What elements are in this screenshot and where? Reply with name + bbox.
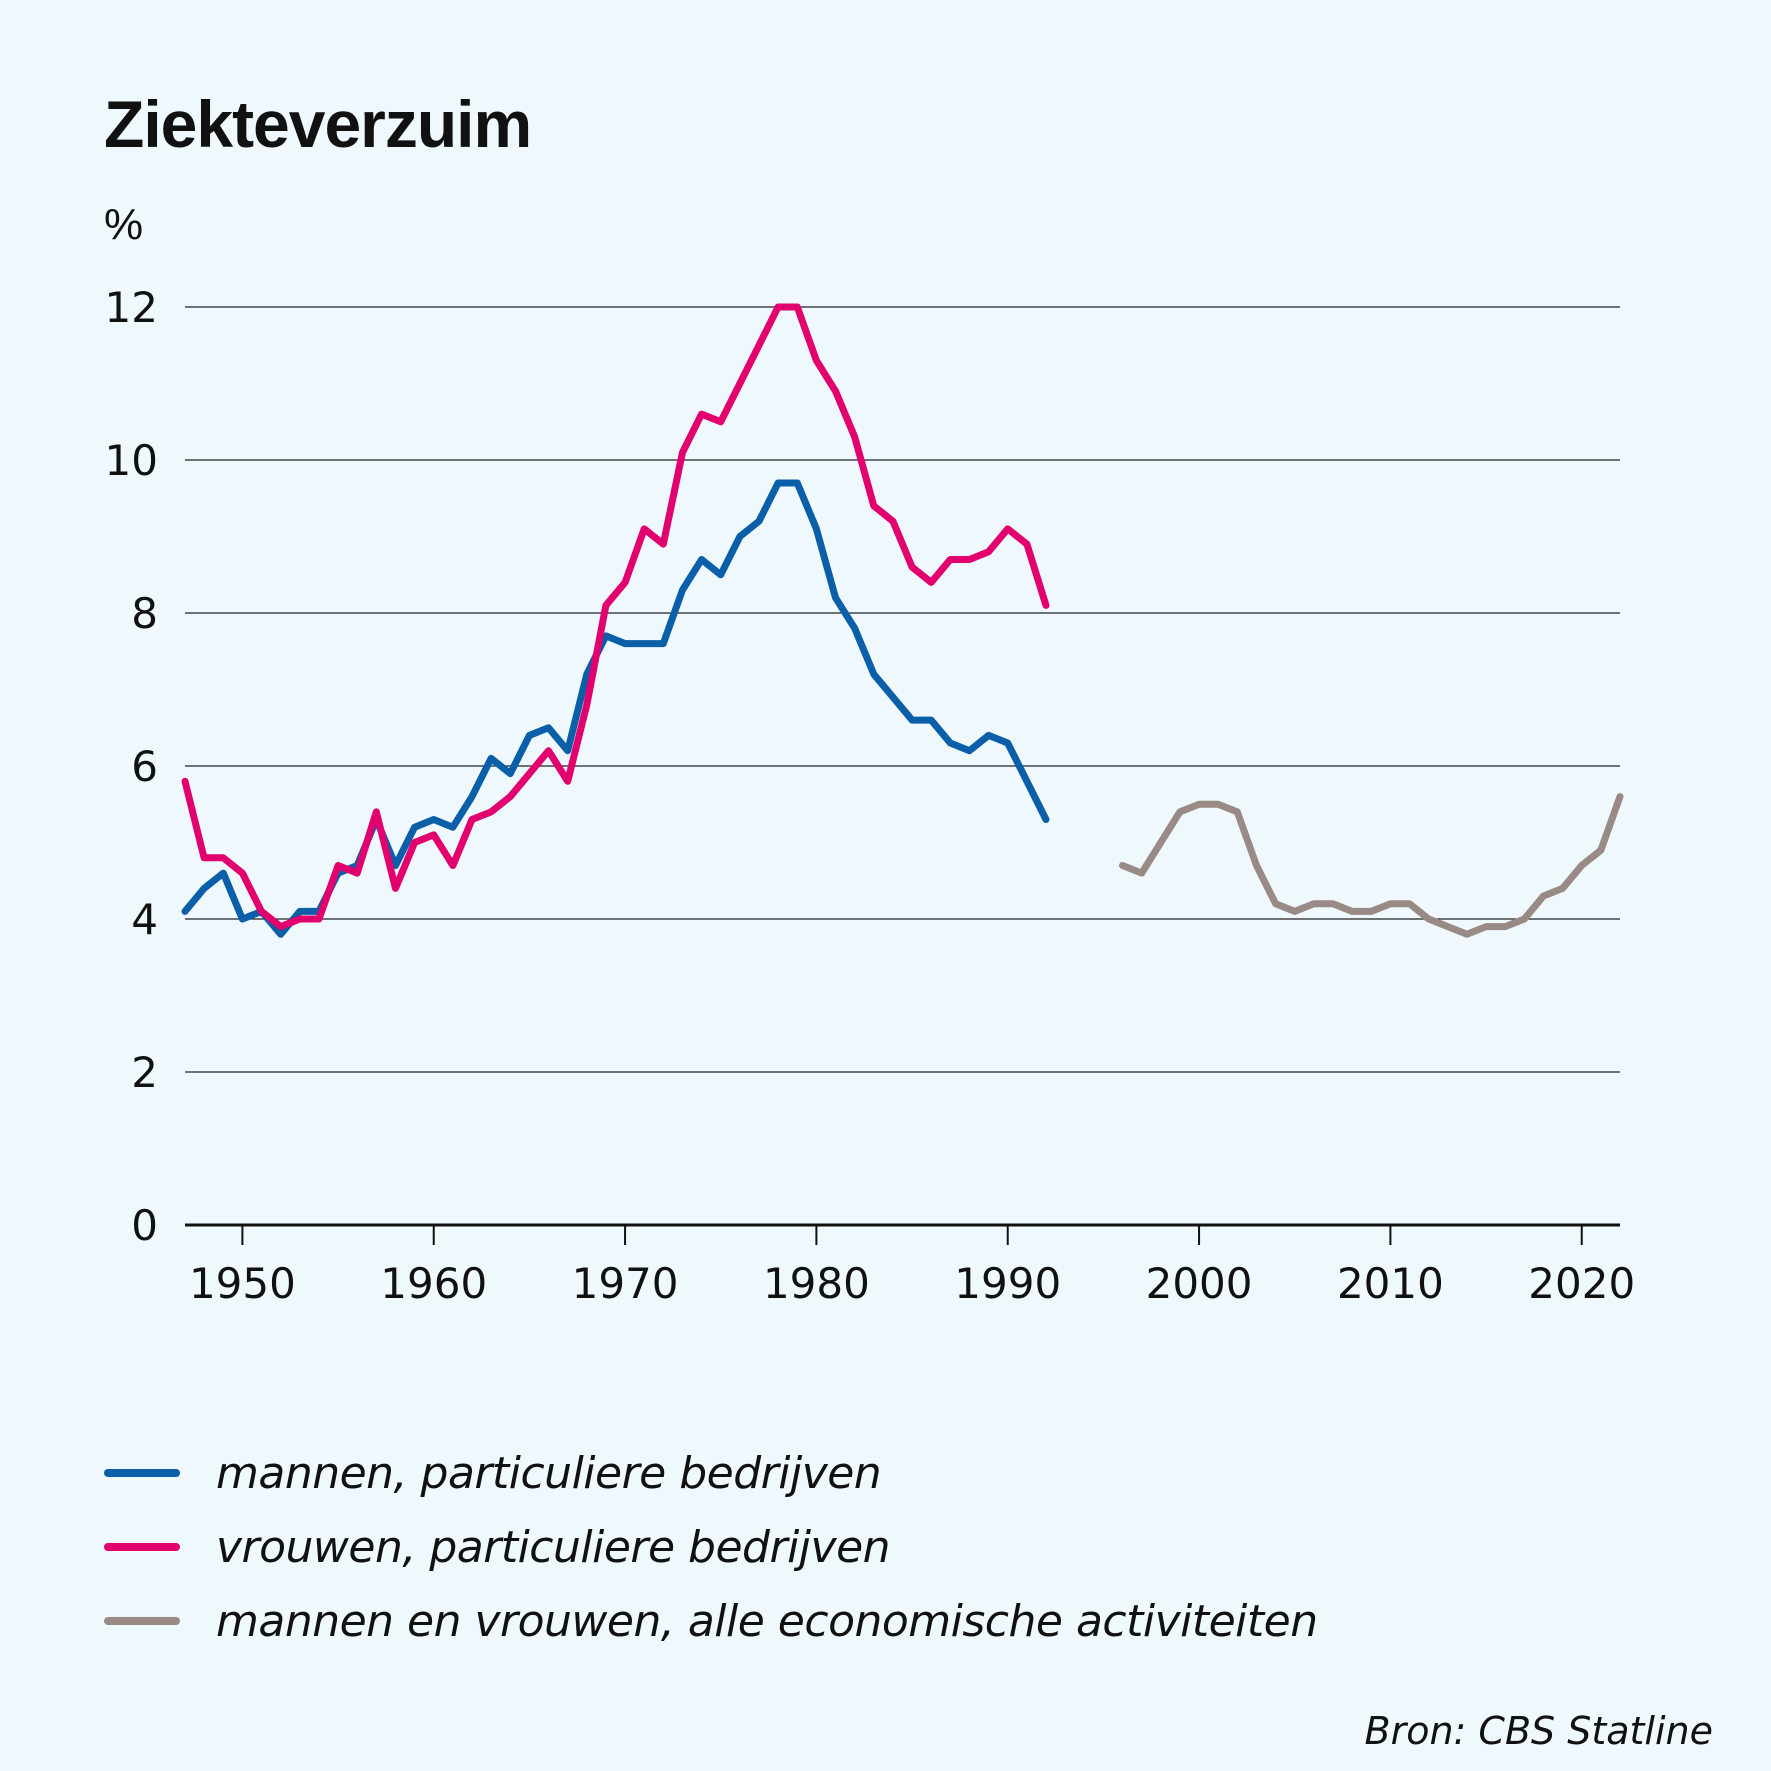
legend-swatch-men (104, 1469, 180, 1477)
x-tick-label: 1960 (380, 1259, 487, 1308)
source-note: Bron: CBS Statline (1364, 1709, 1714, 1753)
y-tick-label: 0 (131, 1201, 158, 1250)
legend-label-women: vrouwen, particuliere bedrijven (216, 1521, 891, 1573)
y-tick-label: 6 (131, 742, 158, 791)
series-line-women (181, 303, 1050, 931)
series-line-men (181, 479, 1050, 938)
legend-swatch-all (104, 1617, 180, 1625)
y-tick-label: 4 (131, 895, 158, 944)
x-axis-ticks: 1950 1960 1970 1980 1990 2000 2010 2020 (189, 1259, 1635, 1308)
y-tick-label: 10 (105, 436, 158, 485)
legend-label-men: mannen, particuliere bedrijven (216, 1447, 882, 1499)
series-lines (181, 303, 1624, 938)
x-tick-label: 1980 (763, 1259, 870, 1308)
x-tick-label: 1990 (954, 1259, 1061, 1308)
y-tick-label: 2 (131, 1048, 158, 1097)
x-tick-label: 1950 (189, 1259, 296, 1308)
x-tick-label: 2000 (1146, 1259, 1253, 1308)
legend-item-women: vrouwen, particuliere bedrijven (104, 1510, 1318, 1584)
y-axis-unit: % (104, 200, 144, 249)
legend-label-all: mannen en vrouwen, alle economische acti… (216, 1595, 1318, 1647)
legend-item-all: mannen en vrouwen, alle economische acti… (104, 1584, 1318, 1658)
series-line-all (1119, 793, 1624, 938)
y-axis-ticks: 0 2 4 6 8 10 12 (105, 283, 158, 1250)
x-tick-label: 1970 (572, 1259, 679, 1308)
y-tick-label: 8 (131, 589, 158, 638)
legend-item-men: mannen, particuliere bedrijven (104, 1436, 1318, 1510)
y-tick-label: 12 (105, 283, 158, 332)
legend-swatch-women (104, 1543, 180, 1551)
x-tick-label: 2010 (1337, 1259, 1444, 1308)
legend: mannen, particuliere bedrijven vrouwen, … (104, 1436, 1318, 1658)
gridlines (185, 306, 1620, 1245)
chart-title: Ziekteverzuim (104, 87, 532, 161)
x-tick-label: 2020 (1528, 1259, 1635, 1308)
